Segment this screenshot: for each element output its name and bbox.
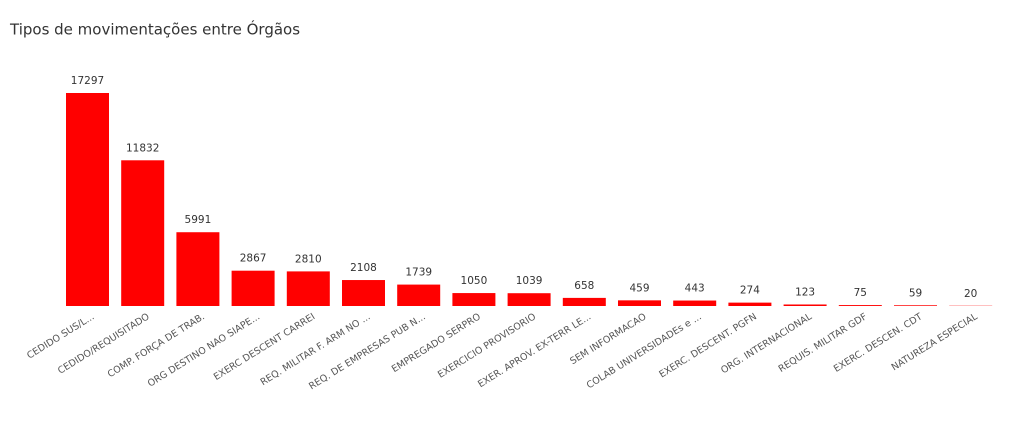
chart-title: Tipos de movimentações entre Órgãos bbox=[9, 20, 300, 39]
value-label: 5991 bbox=[185, 214, 212, 226]
x-tick-label: CEDIDO/REQUISITADO bbox=[56, 311, 152, 376]
bar bbox=[618, 300, 661, 306]
bar bbox=[507, 293, 551, 306]
bar bbox=[66, 93, 109, 306]
bar bbox=[783, 304, 827, 306]
value-label: 658 bbox=[574, 280, 594, 292]
x-tick-label: ORG. INTERNACIONAL bbox=[719, 311, 815, 376]
bar bbox=[286, 271, 330, 306]
bar bbox=[673, 300, 717, 306]
bar bbox=[838, 305, 882, 306]
x-tick-label: COMP. FORÇA DE TRAB. bbox=[106, 311, 207, 380]
value-label: 459 bbox=[629, 282, 649, 294]
bar bbox=[176, 232, 220, 306]
value-label: 75 bbox=[854, 287, 867, 299]
value-label: 2810 bbox=[295, 253, 322, 265]
x-tick-label: ORG DESTINO NAO SIAPE... bbox=[146, 311, 262, 389]
value-label: 20 bbox=[964, 288, 977, 300]
x-tick-label: EXERC. DESCEN. CDT bbox=[832, 311, 925, 375]
value-label: 443 bbox=[685, 283, 705, 295]
bar bbox=[342, 280, 385, 306]
x-tick-label: EXER. APROV. EX-TERR LE... bbox=[476, 311, 593, 390]
bar bbox=[121, 160, 165, 306]
bar bbox=[397, 284, 441, 306]
x-tick-label: EMPREGADO SERPRO bbox=[390, 311, 483, 375]
value-label: 1039 bbox=[516, 275, 543, 287]
value-label: 2867 bbox=[240, 253, 267, 265]
x-tick-label: EXERCICIO PROVISORIO bbox=[436, 311, 538, 380]
value-label: 11832 bbox=[126, 142, 159, 154]
x-tick-label: EXERC. DESCENT. PGFN bbox=[657, 311, 758, 380]
bar bbox=[452, 293, 496, 306]
x-tick-label: COLAB UNIVERSIDADEs e ... bbox=[585, 311, 704, 391]
bar bbox=[728, 302, 772, 306]
value-label: 274 bbox=[740, 285, 760, 297]
value-label: 59 bbox=[909, 287, 922, 299]
x-tick-label: EXERC DESCENT CARREI bbox=[212, 311, 317, 383]
value-label: 1739 bbox=[405, 267, 432, 279]
value-label: 2108 bbox=[350, 262, 377, 274]
bar bbox=[894, 305, 937, 306]
bar bbox=[231, 270, 275, 306]
x-tick-label: REQUIS. MILITAR GDF bbox=[777, 311, 870, 375]
value-label: 1050 bbox=[461, 275, 488, 287]
bar bbox=[562, 297, 606, 306]
value-label: 123 bbox=[795, 286, 815, 298]
value-label: 17297 bbox=[71, 75, 104, 87]
